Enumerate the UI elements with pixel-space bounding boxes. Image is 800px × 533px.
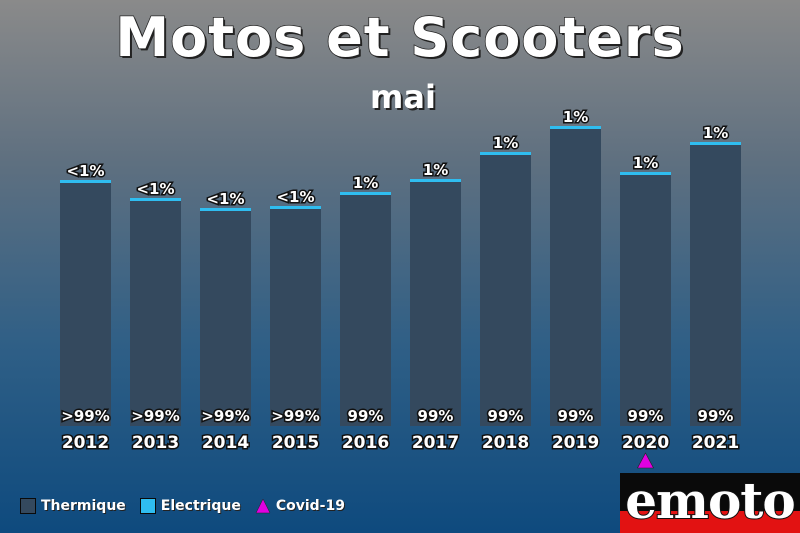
legend-swatch-electrique	[139, 498, 156, 514]
covid-marker-2020	[637, 452, 654, 469]
label-electrique-2013: <1%	[136, 180, 174, 198]
x-tick-2014: 2014	[202, 433, 249, 453]
label-electrique-2014: <1%	[206, 190, 244, 208]
chart-subtitle: mai	[370, 78, 436, 116]
x-tick-2015: 2015	[272, 433, 319, 453]
bar-electrique-2014	[200, 208, 251, 211]
bar-thermique-2015	[270, 209, 321, 426]
bar-thermique-2014	[200, 211, 251, 426]
legend-item-electrique: Electrique	[139, 498, 241, 514]
bar-electrique-2021	[690, 142, 741, 145]
label-electrique-2019: 1%	[563, 108, 588, 126]
label-thermique-2018: 99%	[488, 407, 524, 425]
bar-thermique-2021	[690, 145, 741, 426]
x-tick-2021: 2021	[692, 433, 739, 453]
legend-swatch-thermique	[20, 498, 36, 514]
x-tick-2012: 2012	[62, 433, 109, 453]
legend: Thermique Electrique Covid-19	[20, 496, 345, 516]
bar-thermique-2019	[550, 129, 601, 426]
bar-electrique-2013	[130, 198, 181, 201]
bar-electrique-2012	[60, 180, 111, 183]
legend-label-thermique: Thermique	[41, 498, 126, 514]
logo-red-band	[620, 511, 800, 533]
chart-title: Motos et Scooters	[115, 5, 685, 70]
logo-text: emoto	[624, 473, 797, 530]
legend-item-thermique: Thermique	[20, 498, 126, 514]
x-tick-2016: 2016	[342, 433, 389, 453]
legend-label-electrique: Electrique	[160, 498, 241, 514]
bar-electrique-2015	[270, 206, 321, 209]
label-thermique-2020: 99%	[628, 407, 664, 425]
x-tick-2019: 2019	[552, 433, 599, 453]
bar-thermique-2012	[60, 183, 111, 426]
label-thermique-2012: >99%	[61, 407, 109, 425]
label-electrique-2017: 1%	[423, 161, 448, 179]
label-electrique-2020: 1%	[633, 154, 658, 172]
label-thermique-2013: >99%	[131, 407, 179, 425]
bar-thermique-2016	[340, 195, 391, 426]
bar-electrique-2020	[620, 172, 671, 175]
label-electrique-2012: <1%	[66, 162, 104, 180]
label-electrique-2016: 1%	[353, 174, 378, 192]
label-electrique-2015: <1%	[276, 188, 314, 206]
label-thermique-2021: 99%	[698, 407, 734, 425]
bar-thermique-2013	[130, 201, 181, 426]
bar-electrique-2017	[410, 179, 461, 182]
legend-item-covid: Covid-19	[255, 498, 345, 514]
x-tick-2020: 2020	[622, 433, 669, 453]
bar-thermique-2020	[620, 175, 671, 426]
legend-label-covid: Covid-19	[275, 498, 345, 514]
emoto-logo: emoto	[620, 473, 800, 533]
bar-electrique-2016	[340, 192, 391, 195]
label-thermique-2014: >99%	[201, 407, 249, 425]
label-thermique-2016: 99%	[348, 407, 384, 425]
triangle-icon	[255, 498, 271, 514]
bar-electrique-2019	[550, 126, 601, 129]
bar-electrique-2018	[480, 152, 531, 155]
label-thermique-2015: >99%	[271, 407, 319, 425]
label-thermique-2017: 99%	[418, 407, 454, 425]
bar-thermique-2018	[480, 155, 531, 426]
bar-thermique-2017	[410, 182, 461, 426]
label-electrique-2021: 1%	[703, 124, 728, 142]
label-electrique-2018: 1%	[493, 134, 518, 152]
label-thermique-2019: 99%	[558, 407, 594, 425]
x-tick-2017: 2017	[412, 433, 459, 453]
x-tick-2018: 2018	[482, 433, 529, 453]
x-tick-2013: 2013	[132, 433, 179, 453]
